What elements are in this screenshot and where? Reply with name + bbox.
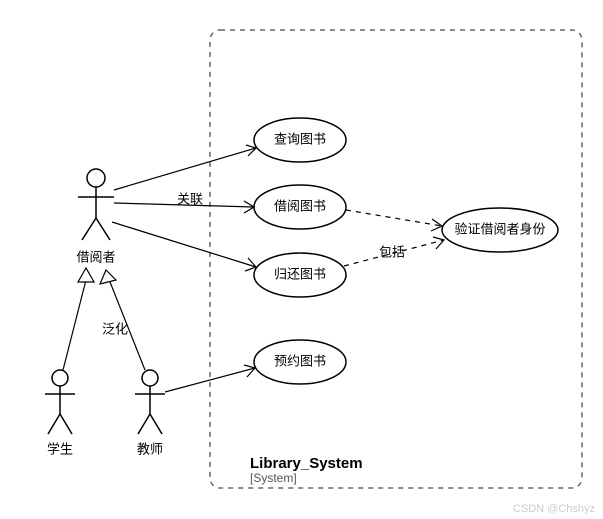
use-case-diagram: 借阅者 学生 教师 查询图书 借阅图书 归还图书 预约图书 验证借阅者身份 <box>0 0 603 519</box>
usecase-return-label: 归还图书 <box>274 266 326 281</box>
watermark: CSDN @Chshyz <box>513 503 595 515</box>
actor-student: 学生 <box>45 370 75 456</box>
edge-gen-student-borrower <box>63 268 94 370</box>
actor-student-label: 学生 <box>47 441 73 456</box>
usecase-reserve-label: 预约图书 <box>274 353 326 368</box>
usecase-borrow-label: 借阅图书 <box>274 198 326 213</box>
system-title: Library_System <box>250 455 363 472</box>
system-subtitle: [System] <box>250 471 297 485</box>
usecase-query: 查询图书 <box>254 118 346 162</box>
usecase-reserve: 预约图书 <box>254 340 346 384</box>
usecase-verify-label: 验证借阅者身份 <box>454 221 545 236</box>
actor-borrower: 借阅者 <box>76 169 115 264</box>
edge-gen-teacher-borrower <box>100 270 145 370</box>
actor-borrower-label: 借阅者 <box>76 249 115 264</box>
edge-label-generalization: 泛化 <box>102 321 128 336</box>
actor-teacher-label: 教师 <box>137 441 163 456</box>
edge-assoc-teacher-reserve <box>165 365 255 392</box>
usecase-query-label: 查询图书 <box>274 131 326 146</box>
usecase-borrow: 借阅图书 <box>254 185 346 229</box>
edge-label-association: 关联 <box>177 191 203 206</box>
edge-assoc-borrower-query <box>114 145 256 190</box>
usecase-verify: 验证借阅者身份 <box>442 208 558 252</box>
usecase-return: 归还图书 <box>254 253 346 297</box>
actor-teacher: 教师 <box>135 370 165 456</box>
edge-inc-borrow-verify <box>346 210 442 231</box>
edge-label-include: 包括 <box>379 244 405 259</box>
edge-assoc-borrower-return <box>112 222 256 271</box>
